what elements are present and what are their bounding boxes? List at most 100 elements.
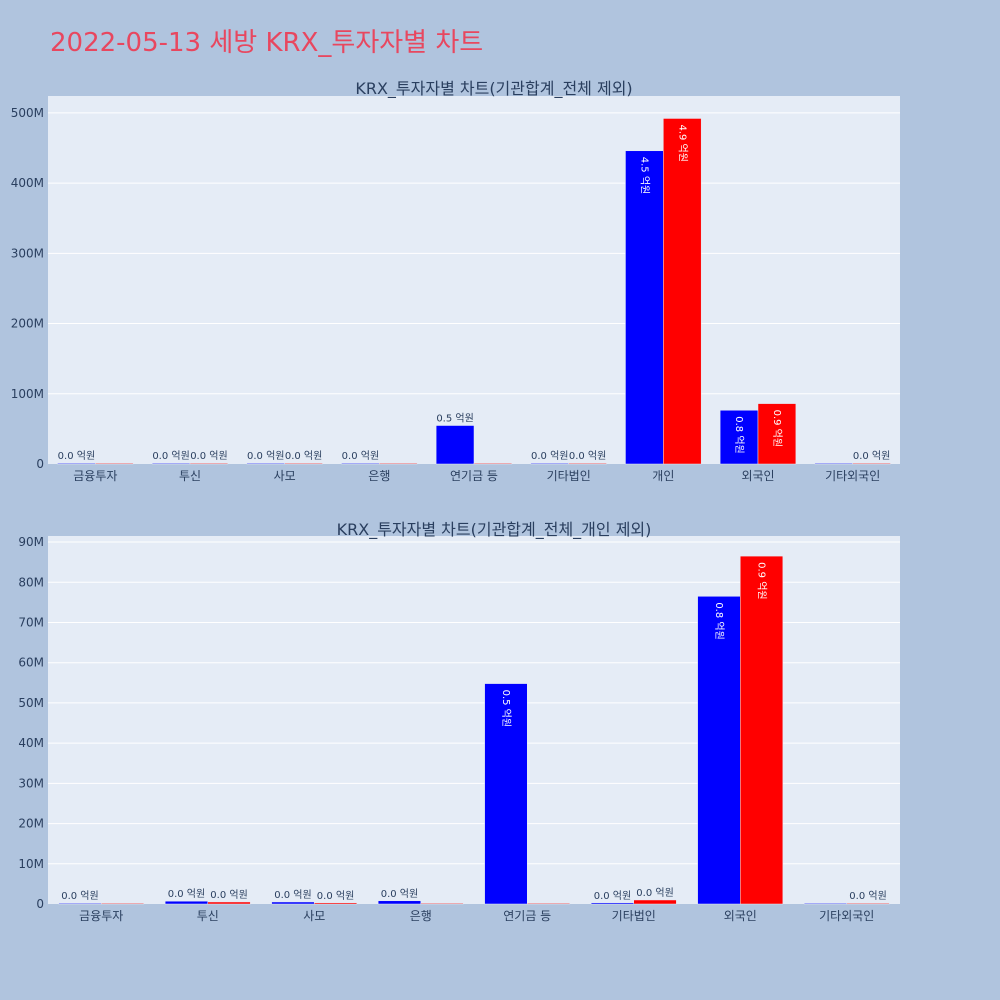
x-tick-label: 사모 [274,469,296,483]
y-tick-label: 40M [18,736,44,750]
y-tick-label: 70M [18,615,44,629]
bar [803,902,848,905]
data-label: 4.5 억원 [638,157,650,194]
chart-title: KRX_투자자별 차트(기관합계_전체 제외) [355,79,632,99]
bar [341,462,380,465]
bar [189,462,229,465]
data-label: 0.0 억원 [152,450,189,462]
bar [568,462,607,465]
x-tick-label: 금융투자 [73,469,117,483]
bar [740,555,784,905]
y-tick-label: 10M [18,857,44,871]
x-tick-label: 기타외국인 [819,909,874,923]
x-tick-label: 기타법인 [547,469,591,483]
bar [95,462,134,465]
y-tick-label: 0 [36,897,44,911]
bar [663,118,702,465]
y-tick-label: 50M [18,696,44,710]
bar [846,902,890,905]
y-tick-label: 500M [11,106,44,120]
x-tick-label: 투신 [197,909,219,923]
data-label: 0.5 억원 [500,690,512,727]
data-label: 0.0 억원 [849,890,886,902]
data-label: 0.0 억원 [342,450,379,462]
data-label: 0.0 억원 [317,890,354,902]
bar [530,462,569,465]
chart-all-investors: KRX_투자자별 차트(기관합계_전체 제외) 0 100M 200M 300M 400M… [11,79,900,483]
bar [757,403,797,465]
y-tick-label: 60M [18,656,44,670]
chart-title: KRX_투자자별 차트(기관합계_전체_개인 제외) [337,520,652,540]
bar [590,902,635,905]
bar [377,900,421,905]
data-label: 0.0 억원 [569,450,606,462]
bar [527,902,571,905]
y-tick-label: 20M [18,817,44,831]
y-tick-label: 100M [11,387,44,401]
bar [625,150,664,465]
chart-excluding-individuals: KRX_투자자별 차트(기관합계_전체_개인 제외) 0 10M 20M 30M 40M 5… [18,520,900,923]
bar [207,901,251,905]
bar [697,596,741,905]
bar [58,902,102,905]
bar [314,902,358,905]
data-label: 0.0 억원 [58,450,95,462]
x-tick-label: 사모 [303,909,325,923]
data-label: 0.0 억원 [636,887,673,899]
bar [814,462,853,465]
bar [101,902,145,905]
bar [379,462,418,465]
x-tick-label: 외국인 [741,469,774,483]
y-tick-label: 400M [11,176,44,190]
x-tick-label: 투신 [179,469,201,483]
x-tick-label: 기타법인 [612,909,656,923]
y-tick-label: 90M [18,535,44,549]
data-label: 0.0 억원 [274,889,311,901]
bar [284,462,323,465]
data-label: 0.0 억원 [210,889,247,901]
data-label: 0.5 억원 [436,413,473,425]
y-tick-label: 30M [18,776,44,790]
data-label: 0.8 억원 [733,416,745,453]
data-label: 0.9 억원 [771,410,783,447]
x-tick-label: 개인 [652,469,674,483]
plot-area [48,96,900,464]
data-label: 0.0 억원 [285,450,322,462]
data-label: 0.0 억원 [853,450,890,462]
x-tick-label: 연기금 등 [503,909,551,923]
data-label: 0.0 억원 [381,888,418,900]
x-tick-label: 금융투자 [79,909,123,923]
y-tick-label: 0 [36,457,44,471]
bar [473,462,513,465]
data-label: 0.9 억원 [756,562,768,599]
bar [246,462,285,465]
bar [164,900,208,905]
bar [57,462,96,465]
y-tick-label: 200M [11,317,44,331]
bar [719,410,759,465]
bar [271,901,315,905]
bar [420,902,464,905]
data-label: 0.0 억원 [594,890,631,902]
data-label: 0.0 억원 [247,450,284,462]
x-tick-label: 연기금 등 [450,469,498,483]
x-tick-label: 외국인 [724,909,757,923]
y-tick-label: 300M [11,246,44,260]
y-tick-label: 80M [18,575,44,589]
x-tick-label: 은행 [410,908,432,923]
bar [435,425,475,465]
bar [151,462,191,465]
data-label: 0.0 억원 [61,890,98,902]
page-title: 2022-05-13 세방 KRX_투자자별 차트 [50,28,484,58]
bar [484,683,528,905]
x-tick-label: 기타외국인 [825,469,880,483]
data-label: 0.8 억원 [713,602,725,639]
data-label: 0.0 억원 [531,450,568,462]
data-label: 4.9 억원 [676,124,688,161]
data-label: 0.0 억원 [190,450,227,462]
bar [852,462,891,465]
bar [633,899,677,905]
data-label: 0.0 억원 [168,888,205,900]
x-tick-label: 은행 [368,468,390,483]
